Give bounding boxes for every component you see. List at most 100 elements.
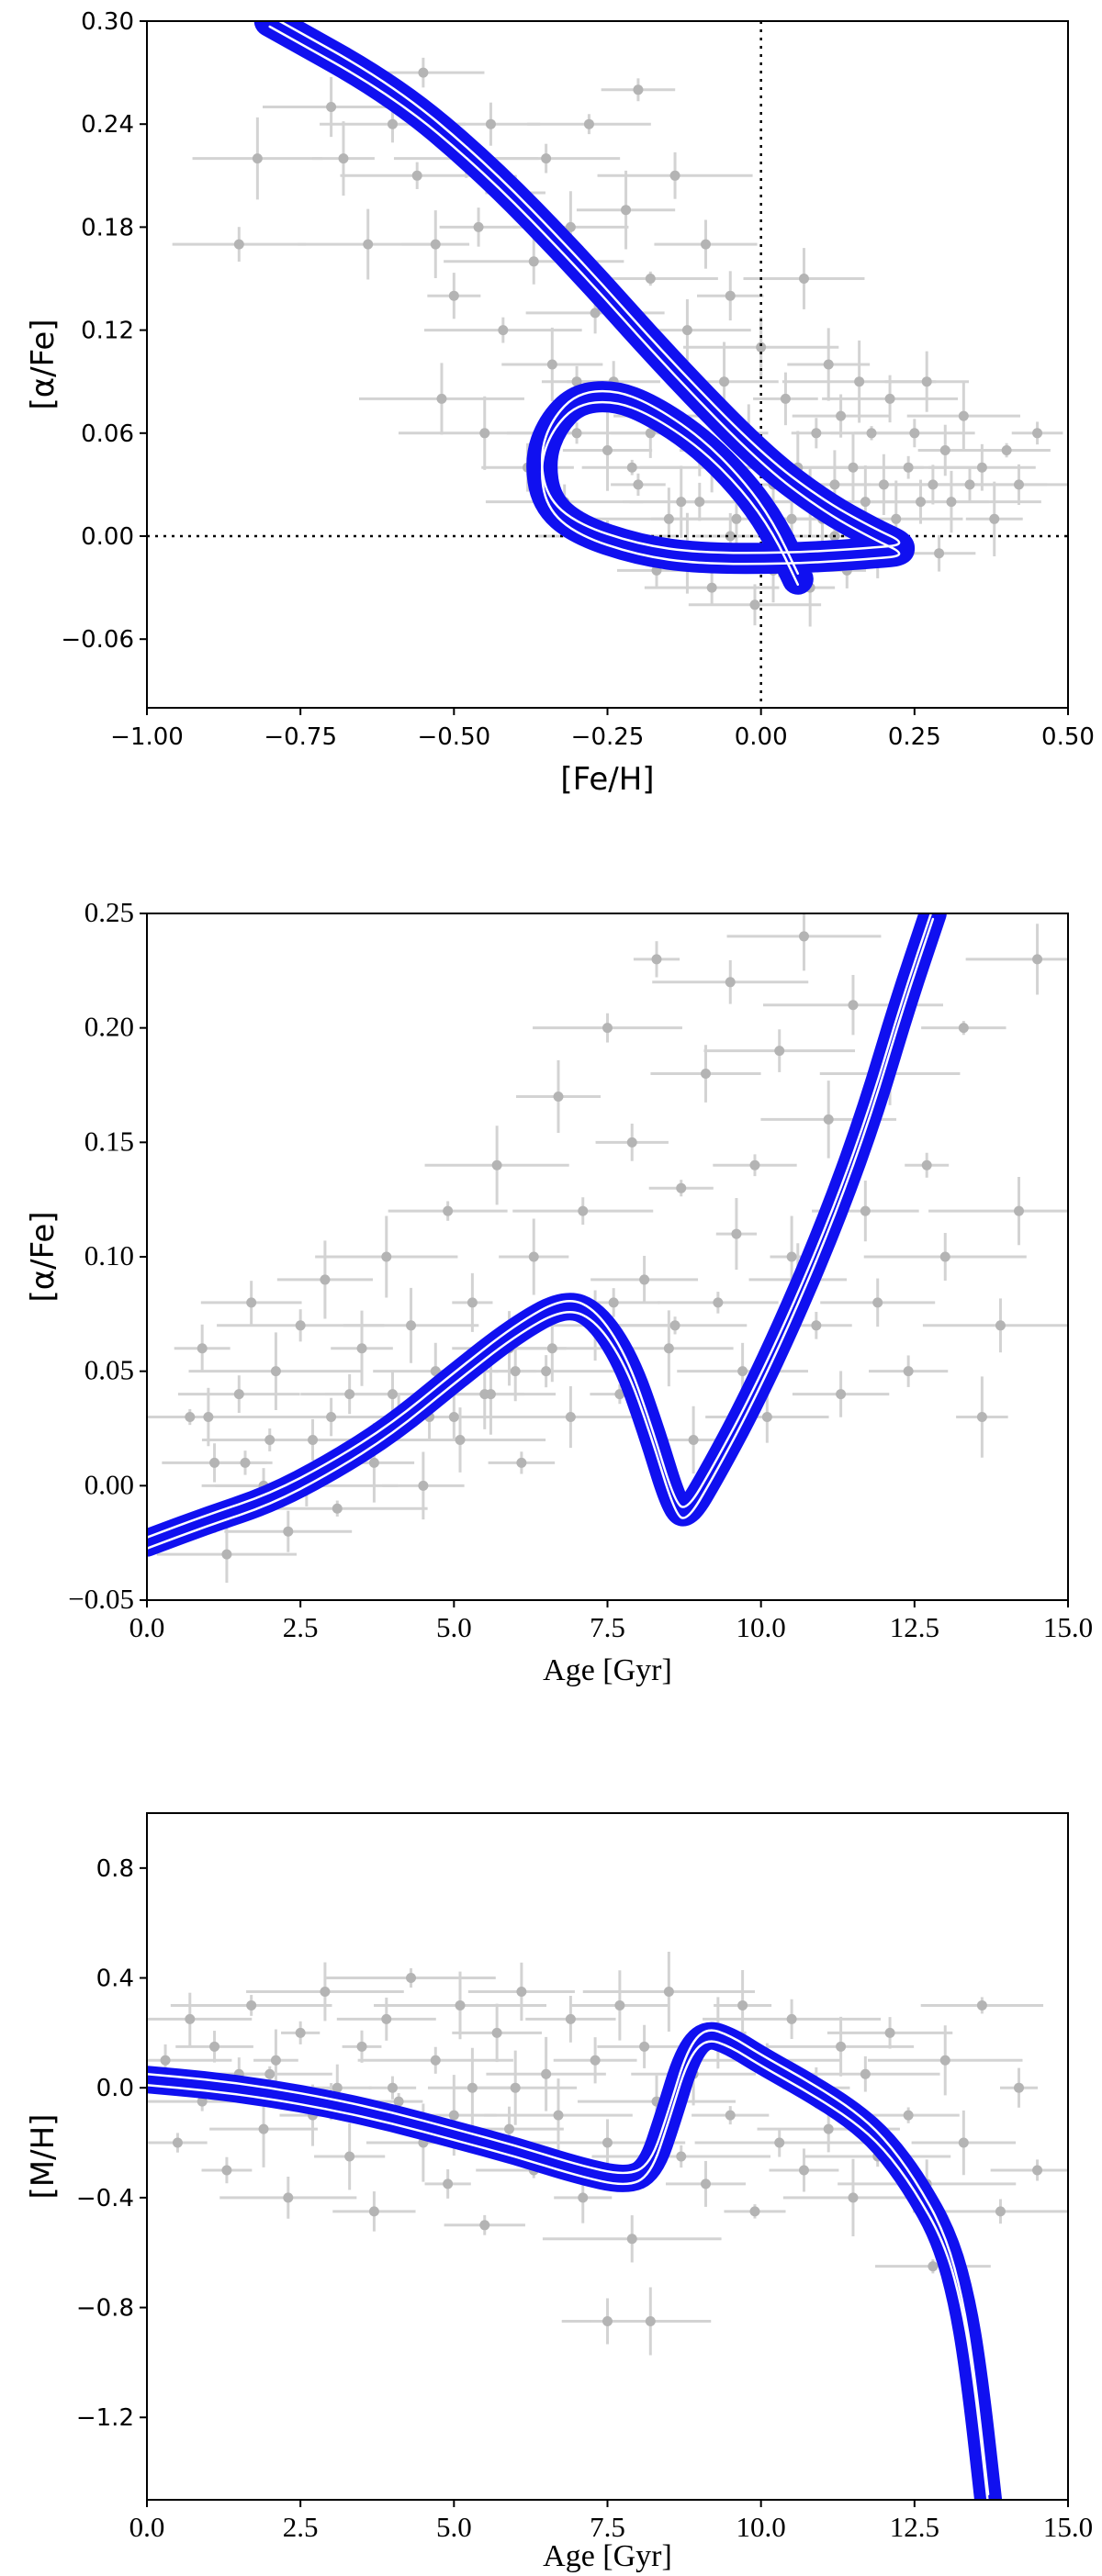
x-tick-label: 5.0 xyxy=(436,1611,472,1643)
model-band-fill xyxy=(253,21,916,595)
data-point xyxy=(916,497,927,508)
y-tick-label: 0.8 xyxy=(96,1855,134,1883)
data-point xyxy=(356,1343,367,1354)
data-point xyxy=(958,410,969,421)
data-point xyxy=(565,2013,576,2024)
model-band-edge-lower xyxy=(147,917,935,1550)
data-point xyxy=(694,497,705,508)
data-points xyxy=(160,1973,1043,2327)
data-point xyxy=(860,1205,871,1216)
data-point xyxy=(626,1137,637,1148)
data-point xyxy=(1032,954,1043,965)
data-point xyxy=(614,1389,625,1400)
data-point xyxy=(884,2027,895,2038)
data-point xyxy=(387,2082,398,2093)
data-point xyxy=(976,1412,987,1423)
x-tick-label: 7.5 xyxy=(590,2511,625,2543)
data-point xyxy=(510,2082,521,2093)
data-point xyxy=(455,1434,466,1445)
data-point xyxy=(669,170,680,181)
data-point xyxy=(283,1526,294,1537)
data-point xyxy=(651,954,662,965)
data-point xyxy=(836,410,847,421)
panel-2: 0.0 2.5 5.0 7.5 10.0 12.5 15.0 −0.05 0.00 0.05 0.1… xyxy=(25,896,1093,1687)
data-point xyxy=(621,205,632,216)
data-point xyxy=(737,1366,748,1377)
data-point xyxy=(516,1986,527,1997)
data-point xyxy=(737,1999,748,2010)
data-point xyxy=(479,2220,490,2231)
data-point xyxy=(939,1251,950,1262)
data-point xyxy=(264,1434,276,1445)
data-point xyxy=(786,2013,797,2024)
y-tick-label: −0.05 xyxy=(68,1583,134,1615)
data-point xyxy=(332,1503,343,1514)
data-point xyxy=(455,1999,466,2010)
plot-area xyxy=(147,913,1068,1584)
data-point xyxy=(725,531,736,542)
data-point xyxy=(240,1457,251,1468)
y-tick-label: 0.00 xyxy=(84,1468,134,1500)
data-point xyxy=(406,1320,417,1331)
y-tick-label: 0.4 xyxy=(96,1966,134,1993)
y-tick-label: −0.06 xyxy=(61,626,134,654)
data-point xyxy=(669,1320,680,1331)
data-point xyxy=(688,1434,699,1445)
data-point xyxy=(663,1986,674,1997)
data-point xyxy=(602,2137,613,2148)
y-tick-label: 0.20 xyxy=(84,1011,134,1043)
data-point xyxy=(491,1159,502,1170)
data-point xyxy=(786,1251,797,1262)
data-point xyxy=(448,290,459,301)
data-point xyxy=(221,1549,232,1560)
data-point xyxy=(541,153,552,164)
data-point xyxy=(326,1412,337,1423)
data-point xyxy=(676,1182,687,1193)
data-point xyxy=(700,239,711,250)
data-point xyxy=(381,2013,392,2024)
x-tick-label: 0.00 xyxy=(735,723,788,751)
x-tick-label: 5.0 xyxy=(436,2511,472,2543)
data-point xyxy=(602,1023,613,1034)
data-point xyxy=(995,1320,1006,1331)
data-point xyxy=(780,393,791,404)
data-point xyxy=(602,2316,613,2327)
data-point xyxy=(639,2041,650,2052)
data-point xyxy=(387,118,398,129)
data-point xyxy=(338,153,349,164)
data-point xyxy=(473,221,484,232)
data-point xyxy=(516,1457,527,1468)
x-tick-label: 7.5 xyxy=(590,1611,625,1643)
data-point xyxy=(823,1114,834,1125)
data-point xyxy=(928,479,939,490)
data-point xyxy=(406,1973,417,1984)
data-point xyxy=(761,1412,772,1423)
data-point xyxy=(485,1389,496,1400)
data-point xyxy=(295,1320,306,1331)
data-point xyxy=(681,325,692,336)
data-point xyxy=(356,2041,367,2052)
data-point xyxy=(798,2165,809,2176)
data-point xyxy=(1032,2165,1043,2176)
x-tick-label: 0.0 xyxy=(129,2511,165,2543)
data-point xyxy=(430,239,441,250)
data-point xyxy=(903,1366,914,1377)
data-point xyxy=(928,2261,939,2272)
data-point xyxy=(553,2110,564,2121)
data-point xyxy=(233,239,244,250)
x-tick-label: 15.0 xyxy=(1043,2511,1093,2543)
data-point xyxy=(203,1412,214,1423)
data-point xyxy=(774,1046,785,1057)
x-tick-label: 10.0 xyxy=(737,2511,786,2543)
data-point xyxy=(663,513,674,524)
data-point xyxy=(731,1228,742,1239)
plot-area xyxy=(147,21,1068,708)
x-axis-title: Age [Gyr] xyxy=(543,1653,672,1687)
data-point xyxy=(546,359,557,370)
y-tick-label: −0.8 xyxy=(76,2295,134,2323)
y-tick-label: 0.15 xyxy=(84,1125,134,1157)
data-point xyxy=(976,1999,987,2010)
data-point xyxy=(528,1251,539,1262)
data-point xyxy=(160,2055,171,2066)
